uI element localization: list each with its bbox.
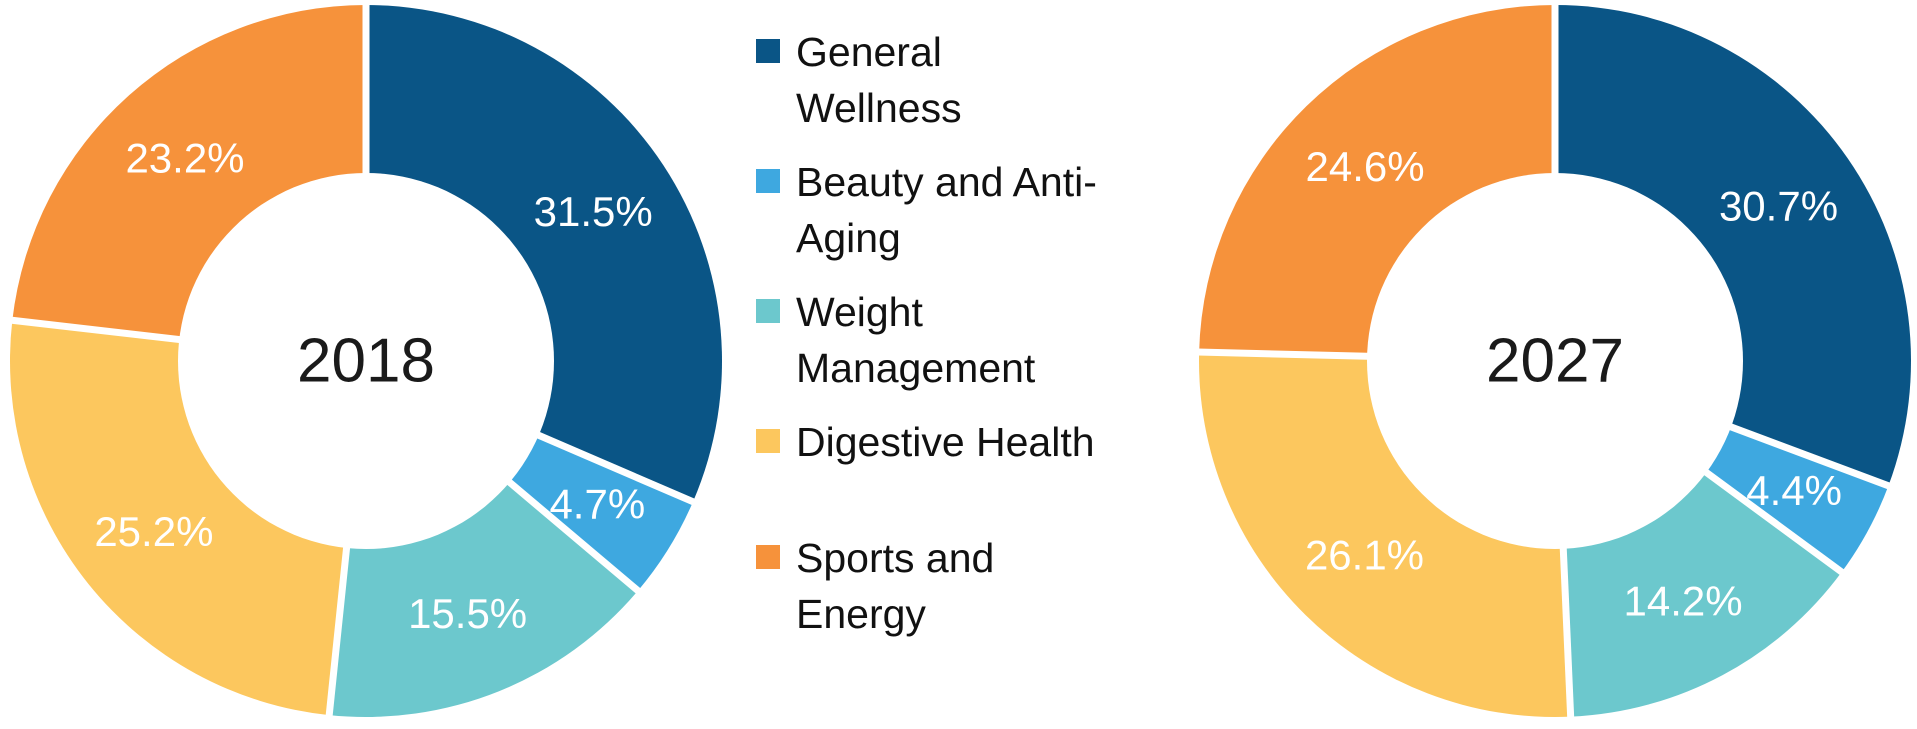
legend-item-general-wellness: General Wellness (756, 24, 1176, 136)
donut-hole (1367, 173, 1743, 549)
legend-swatch (756, 429, 780, 453)
legend-item-weight-management: Weight Management (756, 284, 1176, 396)
legend-item-sports-and-energy: Sports and Energy (756, 530, 1176, 642)
legend-item-digestive-health: Digestive Health (756, 414, 1176, 470)
legend-label: Sports and Energy (796, 535, 995, 637)
slice-percent-label: 31.5% (534, 188, 653, 235)
donut-center-year: 2027 (1486, 327, 1624, 396)
legend-swatch (756, 545, 780, 569)
slice-percent-label: 23.2% (125, 134, 244, 181)
slice-percent-label: 14.2% (1623, 577, 1742, 624)
legend-label: Beauty and Anti- Aging (796, 159, 1097, 261)
legend-swatch (756, 39, 780, 63)
slice-percent-label: 4.7% (549, 481, 645, 528)
legend-swatch (756, 169, 780, 193)
donut-center-year: 2018 (297, 327, 435, 396)
legend-swatch (756, 299, 780, 323)
slice-percent-label: 25.2% (94, 508, 213, 555)
legend-label: General Wellness (796, 29, 962, 131)
slice-percent-label: 15.5% (408, 590, 527, 637)
legend-label: Weight Management (796, 289, 1036, 391)
legend-label: Digestive Health (796, 419, 1095, 465)
donut-hole (178, 173, 554, 549)
slice-percent-label: 4.4% (1746, 467, 1842, 514)
slice-percent-label: 26.1% (1305, 532, 1424, 579)
slice-percent-label: 30.7% (1719, 182, 1838, 229)
slice-percent-label: 24.6% (1306, 143, 1425, 190)
legend-item-beauty-and-anti-aging: Beauty and Anti- Aging (756, 154, 1176, 266)
chart-legend: General Wellness Beauty and Anti- Aging We… (756, 24, 1176, 642)
